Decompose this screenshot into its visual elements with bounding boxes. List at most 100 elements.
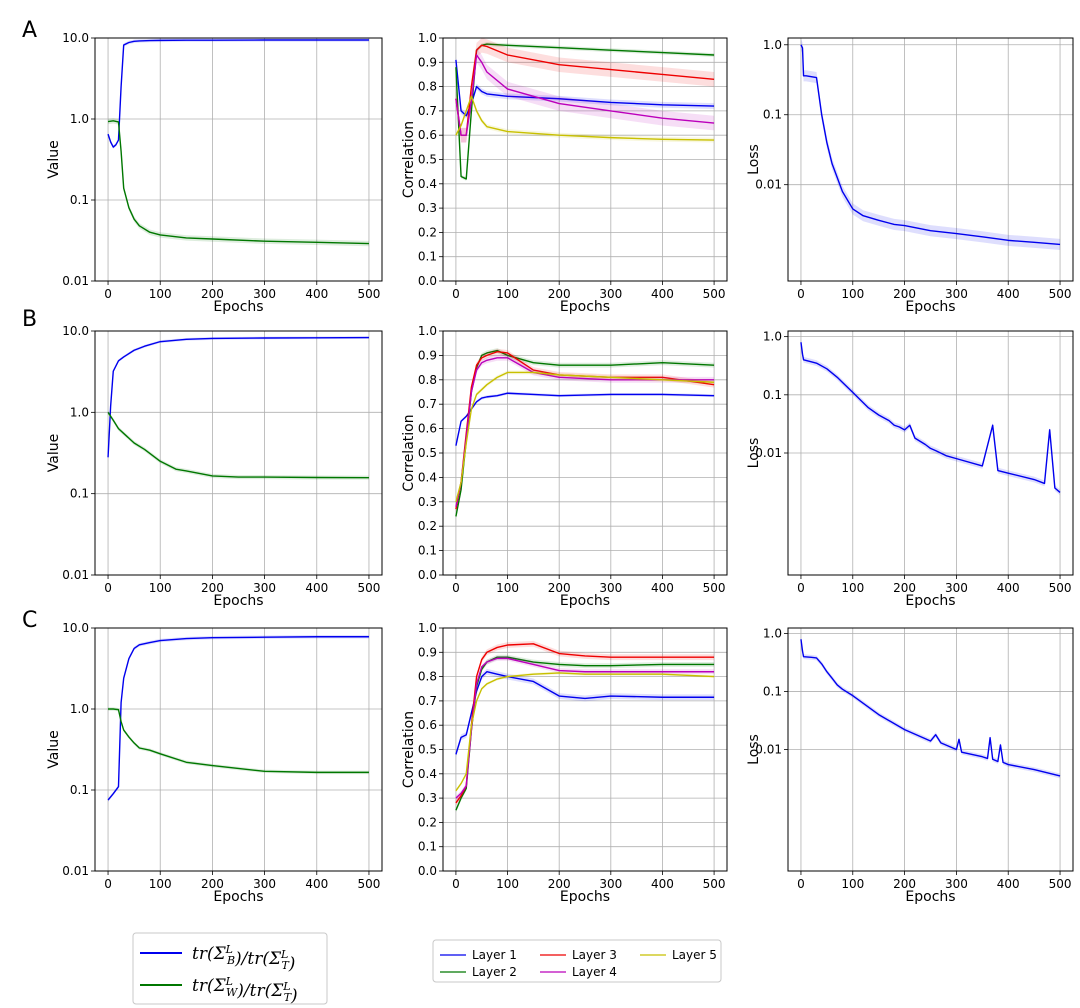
x-tick-label: 500 — [1049, 581, 1072, 595]
y-tick-label: 0.01 — [62, 274, 89, 288]
y-tick-label: 1.0 — [418, 621, 437, 635]
x-tick-label: 0 — [104, 877, 112, 891]
y-tick-label: 0.6 — [418, 718, 437, 732]
series-line-1 — [107, 636, 369, 801]
y-tick-label: 1.0 — [418, 31, 437, 45]
y-axis-label: Loss — [746, 734, 762, 765]
series-group — [455, 348, 715, 519]
y-tick-label: 0.1 — [418, 544, 437, 558]
x-tick-label: 200 — [548, 877, 571, 891]
x-tick-label: 400 — [305, 581, 328, 595]
y-tick-label: 0.4 — [418, 177, 437, 191]
band-layer-4 — [455, 655, 715, 801]
x-tick-label: 100 — [841, 287, 864, 301]
x-tick-label: 300 — [945, 581, 968, 595]
series-line-1 — [800, 44, 1061, 246]
x-axis-label: Epochs — [905, 299, 955, 315]
legend-ratio: tr(ΣL B)/tr(ΣL T) tr(ΣL W)/tr(ΣL T) — [132, 932, 328, 1006]
series-group — [455, 640, 715, 813]
y-tick-label: 0.5 — [418, 743, 437, 757]
band-layer-4 — [455, 47, 715, 143]
y-tick-label: 1.0 — [763, 38, 782, 52]
y-tick-label: 1.0 — [70, 405, 89, 419]
legend-layers-frame — [432, 939, 722, 983]
y-tick-label: 0.1 — [70, 193, 89, 207]
x-tick-label: 500 — [358, 877, 381, 891]
x-tick-label: 100 — [496, 877, 519, 891]
x-tick-label: 200 — [548, 287, 571, 301]
panel-C-value: 0 100 200 300 400 500 0.01 0.1 1.0 10.0 Epochs Valu… — [46, 621, 383, 905]
plot-grid: 0 100 200 300 400 500 0.01 0.1 1.0 10.0 Epochs Valu… — [46, 31, 1074, 905]
band-layer-1 — [455, 391, 715, 448]
y-tick-label: 0.9 — [418, 348, 437, 362]
axes-frame — [94, 37, 383, 282]
legend-layer-5-label: Layer 5 — [672, 948, 717, 962]
x-tick-label: 0 — [452, 877, 460, 891]
x-tick-label: 400 — [305, 287, 328, 301]
legend-layer-2-label: Layer 2 — [472, 965, 517, 979]
band-layer-3 — [455, 348, 715, 513]
y-tick-label: 0.9 — [418, 55, 437, 69]
y-axis-label: Loss — [746, 144, 762, 175]
x-axis-label: Epochs — [905, 889, 955, 905]
y-tick-label: 0.8 — [418, 670, 437, 684]
y-tick-label: 1.0 — [763, 627, 782, 641]
y-tick-label: 0.7 — [418, 694, 437, 708]
axes-frame — [94, 627, 383, 872]
band-tr(σ_w^l)/tr(σ_t^l) — [108, 410, 369, 480]
series-line-1 — [455, 671, 715, 755]
row-label-b: B — [22, 307, 37, 332]
band-layer-5 — [455, 370, 715, 504]
band-layer-5 — [455, 93, 715, 143]
band-layer-3 — [455, 38, 715, 143]
y-tick-label: 0.5 — [418, 446, 437, 460]
band-tr(σ_b^l)/tr(σ_t^l) — [108, 38, 369, 149]
x-tick-label: 500 — [703, 287, 726, 301]
band-layer-2 — [455, 348, 715, 519]
band-loss — [800, 339, 1061, 496]
x-tick-label: 300 — [945, 877, 968, 891]
band-tr(σ_b^l)/tr(σ_t^l) — [108, 635, 369, 802]
x-tick-label: 100 — [841, 877, 864, 891]
y-axis-label: Loss — [746, 438, 762, 469]
x-tick-label: 100 — [149, 877, 172, 891]
series-group — [107, 38, 369, 247]
x-tick-label: 300 — [599, 287, 622, 301]
x-tick-label: 400 — [651, 581, 674, 595]
x-tick-label: 200 — [893, 287, 916, 301]
x-tick-label: 0 — [797, 581, 805, 595]
series-line-4 — [455, 357, 715, 507]
x-tick-label: 300 — [599, 877, 622, 891]
series-line-1 — [107, 336, 369, 458]
y-tick-label: 0.0 — [418, 274, 437, 288]
row-label-c: C — [22, 608, 37, 633]
panel-B-corr: 0 100 200 300 400 500 0.0 0.1 0.2 0.3 0.4 0.5 0.6 0.7… — [401, 324, 728, 609]
x-tick-label: 0 — [104, 287, 112, 301]
y-tick-label: 10.0 — [62, 621, 89, 635]
y-tick-label: 0.3 — [418, 791, 437, 805]
x-axis-label: Epochs — [213, 889, 263, 905]
series-line-2 — [107, 411, 369, 479]
y-tick-label: 0.7 — [418, 104, 437, 118]
x-tick-label: 500 — [1049, 287, 1072, 301]
y-tick-label: 10.0 — [62, 324, 89, 338]
y-tick-label: 0.1 — [70, 487, 89, 501]
x-tick-label: 400 — [997, 877, 1020, 891]
y-tick-label: 0.7 — [418, 397, 437, 411]
y-axis-label: Correlation — [401, 414, 417, 491]
y-tick-label: 0.0 — [418, 568, 437, 582]
series-line-1 — [800, 639, 1061, 777]
y-tick-label: 1.0 — [763, 330, 782, 344]
legend-layer-3-label: Layer 3 — [572, 948, 617, 962]
y-tick-label: 0.4 — [418, 767, 437, 781]
x-axis-label: Epochs — [560, 299, 610, 315]
x-tick-label: 300 — [945, 287, 968, 301]
panel-A-loss: 0 100 200 300 400 500 0.01 0.1 1.0 Epochs Loss — [746, 37, 1074, 315]
x-axis-label: Epochs — [560, 889, 610, 905]
x-tick-label: 200 — [201, 287, 224, 301]
y-tick-label: 0.1 — [763, 108, 782, 122]
panel-B-loss: 0 100 200 300 400 500 0.01 0.1 1.0 Epochs Loss — [746, 330, 1074, 609]
panel-C-loss: 0 100 200 300 400 500 0.01 0.1 1.0 Epochs Loss — [746, 627, 1074, 905]
panel-A-value: 0 100 200 300 400 500 0.01 0.1 1.0 10.0 Epochs Valu… — [46, 31, 383, 315]
band-layer-1 — [455, 56, 715, 119]
